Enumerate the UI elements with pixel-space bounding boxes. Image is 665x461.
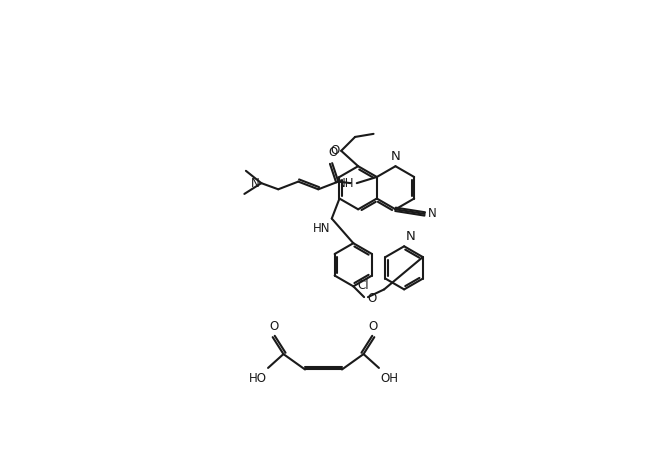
Text: N: N: [251, 177, 260, 189]
Text: NH: NH: [337, 177, 354, 190]
Text: HN: HN: [313, 222, 331, 235]
Text: Cl: Cl: [357, 278, 369, 292]
Text: O: O: [269, 319, 279, 332]
Text: N: N: [428, 207, 436, 220]
Text: O: O: [331, 143, 340, 157]
Text: OH: OH: [380, 372, 398, 385]
Text: O: O: [367, 292, 376, 305]
Text: HO: HO: [249, 372, 267, 385]
Text: N: N: [406, 230, 416, 243]
Text: N: N: [390, 150, 400, 163]
Text: O: O: [368, 319, 378, 332]
Text: O: O: [329, 146, 338, 159]
